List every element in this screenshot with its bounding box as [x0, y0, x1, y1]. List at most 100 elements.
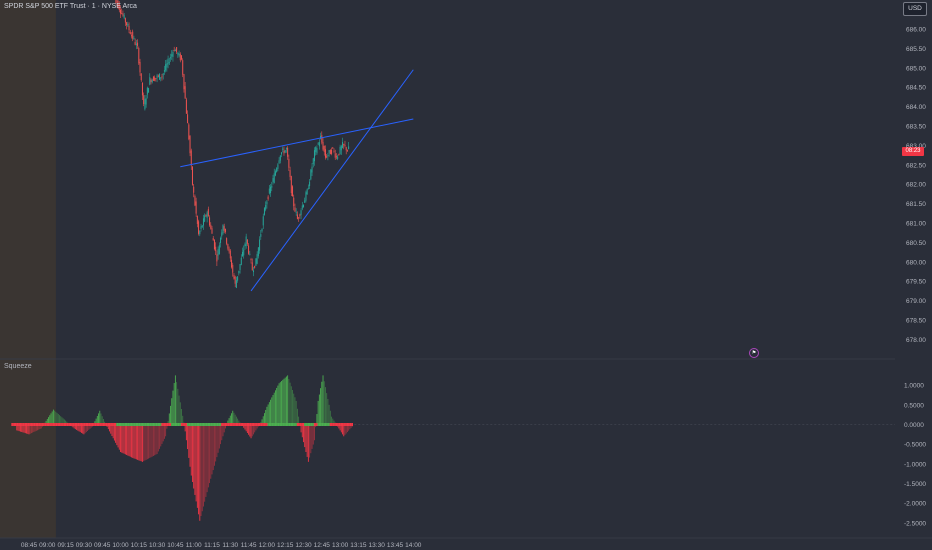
squeeze-dot — [306, 423, 308, 426]
time-tick-label: 09:00 — [39, 542, 56, 549]
candle-body — [167, 58, 169, 65]
squeeze-dot — [35, 423, 38, 426]
squeeze-dot — [171, 423, 173, 426]
candle-body — [143, 95, 145, 104]
squeeze-dot — [335, 423, 338, 426]
price-tick-label: 681.50 — [906, 201, 926, 208]
squeeze-dot — [240, 423, 242, 426]
candle-body — [260, 234, 262, 237]
candle-body — [232, 264, 234, 273]
squeeze-dot — [101, 423, 103, 426]
squeeze-dot — [139, 423, 141, 426]
squeeze-dot — [229, 423, 231, 426]
squeeze-dot — [74, 423, 77, 426]
squeeze-dot — [105, 423, 107, 426]
squeeze-dot — [323, 423, 325, 426]
candle-body — [215, 246, 217, 251]
trendline — [180, 118, 414, 168]
squeeze-dot — [228, 423, 230, 426]
flag-icon[interactable]: ⚑ — [749, 348, 759, 358]
candle-body — [320, 135, 322, 139]
candle-body — [133, 37, 135, 39]
candle-body — [206, 212, 208, 218]
currency-button[interactable]: USD — [903, 2, 927, 16]
candle-body — [173, 50, 175, 52]
squeeze-dot — [71, 423, 73, 426]
candle-body — [310, 169, 312, 180]
squeeze-dot — [313, 423, 316, 426]
candle-body — [333, 150, 335, 152]
squeeze-dot — [244, 423, 246, 426]
squeeze-dot — [348, 423, 350, 426]
indicator-label[interactable]: Squeeze — [4, 363, 32, 370]
price-tick-label: 680.00 — [906, 259, 926, 266]
candle-body — [223, 226, 225, 231]
candle-body — [338, 153, 340, 155]
squeeze-dot — [299, 423, 301, 426]
squeeze-dot — [12, 423, 14, 426]
time-tick-label: 10:00 — [112, 542, 129, 549]
squeeze-dot — [319, 423, 322, 426]
squeeze-dot — [93, 423, 95, 426]
candle-body — [129, 31, 131, 35]
squeeze-dot — [234, 423, 236, 426]
squeeze-dot — [346, 423, 349, 426]
price-tick-label: 684.50 — [906, 85, 926, 92]
candle-body — [346, 150, 348, 152]
squeeze-dot — [250, 423, 252, 426]
squeeze-dot — [52, 423, 55, 426]
candle-body — [270, 186, 272, 194]
symbol-title[interactable]: SPDR S&P 500 ETF Trust · 1 · NYSE Arca — [4, 3, 137, 10]
candle-body — [296, 214, 298, 219]
squeeze-dot — [278, 423, 280, 426]
squeeze-dot — [106, 423, 108, 426]
squeeze-dot — [255, 423, 257, 426]
squeeze-dot — [327, 423, 329, 426]
squeeze-dot — [82, 423, 84, 426]
squeeze-dot — [315, 423, 317, 426]
candle-body — [321, 135, 323, 143]
candle-body — [266, 201, 268, 205]
candle-body — [239, 264, 241, 270]
squeeze-dot — [73, 423, 75, 426]
candle-body — [217, 249, 219, 256]
candle-body — [122, 13, 124, 16]
squeeze-dot — [78, 423, 80, 426]
squeeze-dot — [54, 423, 56, 426]
squeeze-dot — [241, 423, 244, 426]
candle-body — [162, 73, 164, 76]
time-tick-label: 13:00 — [332, 542, 349, 549]
last-price-tag: 08:23 — [902, 147, 924, 156]
candle-body — [299, 214, 301, 216]
time-tick-label: 12:15 — [277, 542, 294, 549]
squeeze-dot — [200, 423, 202, 426]
squeeze-dot — [61, 423, 63, 426]
squeeze-dot — [118, 423, 120, 426]
candle-body — [194, 195, 196, 206]
squeeze-dot — [269, 423, 272, 426]
squeeze-dot — [115, 423, 117, 426]
indicator-tick-label: -1.0000 — [904, 461, 926, 468]
time-tick-label: 13:45 — [387, 542, 404, 549]
squeeze-dot — [254, 423, 256, 426]
squeeze-dot — [245, 423, 247, 426]
squeeze-dot — [341, 423, 344, 426]
squeeze-dot — [126, 423, 128, 426]
candle-body — [172, 52, 174, 57]
candle-body — [193, 186, 195, 193]
squeeze-dot — [145, 423, 147, 426]
candle-body — [304, 200, 306, 203]
squeeze-dot — [322, 423, 324, 426]
squeeze-dot — [133, 423, 135, 426]
squeeze-dot — [155, 423, 157, 426]
squeeze-dot — [66, 423, 68, 426]
candle-body — [268, 188, 270, 194]
candle-body — [248, 245, 250, 254]
squeeze-dot — [49, 423, 51, 426]
candle-body — [137, 42, 139, 46]
candle-body — [249, 253, 251, 255]
squeeze-dots — [11, 423, 353, 426]
squeeze-dot — [345, 423, 347, 426]
